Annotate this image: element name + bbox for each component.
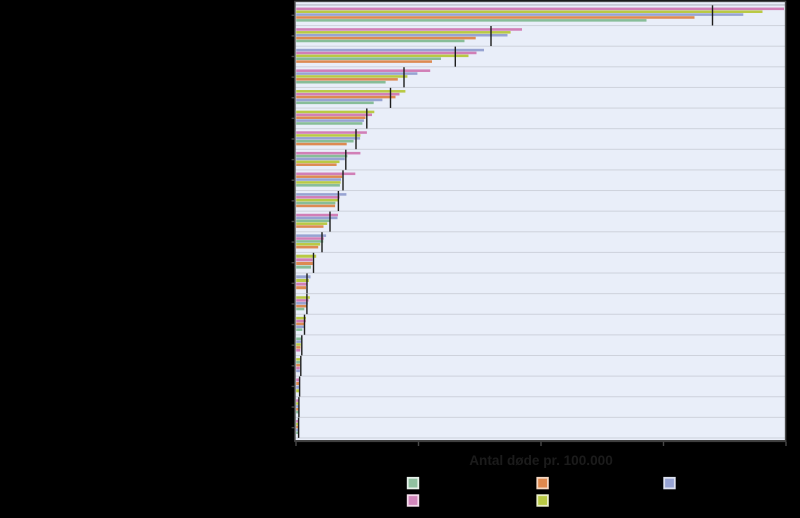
svg-text:Antal døde pr. 100.000: Antal døde pr. 100.000: [469, 453, 613, 468]
